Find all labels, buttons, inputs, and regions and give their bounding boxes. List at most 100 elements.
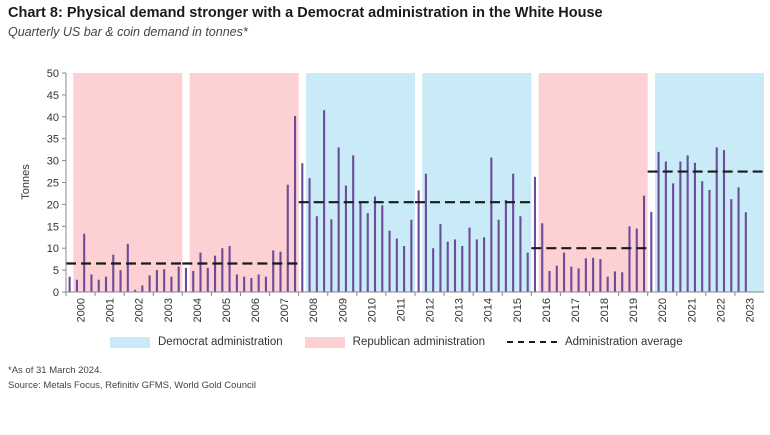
bar-q51 (439, 224, 442, 292)
bar-q5 (104, 276, 108, 292)
bar-q1 (75, 279, 78, 292)
legend-item-democrat: Democrat administration (110, 336, 283, 348)
bar-q17 (192, 270, 195, 292)
bar-q43 (381, 205, 384, 292)
republican-swatch (304, 336, 345, 348)
bar-q10 (141, 285, 144, 292)
bar-q28 (272, 250, 275, 292)
bar-q6 (112, 254, 115, 292)
bar-q82 (664, 161, 667, 292)
bar-q13 (163, 269, 166, 292)
legend-item-average: Administration average (506, 336, 683, 348)
x-tick-label-2023: 2023 (744, 298, 756, 322)
legend-label-republican: Republican administration (352, 336, 485, 348)
bar-chart: 0 5 10 15 20 25 30 35 40 45 50 2000 2001 2002 2003 2004… (20, 68, 764, 322)
bar-q87 (701, 181, 704, 292)
bar-q46 (403, 246, 406, 292)
bar-q66 (548, 270, 551, 292)
bar-q48 (417, 190, 420, 292)
bar-q56 (475, 239, 478, 292)
y-tick-label-10: 10 (47, 243, 59, 255)
bar-q84 (679, 161, 682, 292)
bar-q90 (722, 150, 726, 292)
bar-q70 (577, 268, 580, 292)
bar-q18 (199, 252, 202, 292)
bar-q42 (373, 196, 377, 292)
y-tick-label-25: 25 (47, 178, 59, 190)
bar-q62 (519, 216, 522, 292)
bar-q65 (541, 223, 544, 292)
x-tick-label-2017: 2017 (570, 298, 582, 322)
bar-q33 (308, 178, 311, 292)
bar-q20 (214, 255, 217, 292)
source-note: Source: Metals Focus, Refinitiv GFMS, Wo… (8, 380, 256, 391)
average-line-swatch (506, 341, 557, 343)
y-axis-label: Tonnes (20, 164, 32, 200)
bar-q88 (708, 189, 711, 292)
bar-q76 (621, 272, 624, 292)
bar-q7 (119, 270, 122, 292)
bar-q47 (410, 219, 413, 292)
y-tick-label-20: 20 (47, 199, 59, 211)
x-tick-label-2008: 2008 (308, 298, 320, 322)
bar-q9 (134, 289, 137, 292)
x-tick-label-2019: 2019 (628, 298, 640, 322)
x-tick-label-2014: 2014 (483, 298, 495, 322)
x-tick-label-2021: 2021 (686, 298, 698, 322)
bar-q29 (279, 251, 282, 292)
bar-q86 (693, 162, 696, 292)
x-tick-label-2004: 2004 (192, 298, 204, 322)
bar-q11 (148, 275, 151, 292)
x-tick-label-2007: 2007 (279, 298, 291, 322)
bar-q0 (68, 276, 71, 292)
bar-q52 (446, 241, 449, 292)
bar-q53 (453, 239, 457, 292)
legend-item-republican: Republican administration (304, 336, 485, 348)
y-tick-label-15: 15 (47, 221, 59, 233)
bar-q78 (635, 228, 638, 292)
bar-q54 (461, 246, 464, 292)
bar-q19 (206, 267, 209, 292)
bar-q83 (672, 183, 675, 292)
y-tick-label-0: 0 (53, 287, 59, 299)
bar-q27 (264, 276, 267, 292)
y-tick-label-45: 45 (47, 90, 59, 102)
bar-q44 (388, 230, 391, 292)
bar-q57 (483, 237, 486, 292)
bar-q92 (737, 187, 740, 292)
x-tick-label-2000: 2000 (76, 298, 88, 322)
y-tick-label-40: 40 (47, 112, 59, 124)
bar-q49 (424, 173, 427, 292)
y-tick-label-30: 30 (47, 156, 59, 168)
x-tick-label-2009: 2009 (337, 298, 349, 322)
bar-q34 (315, 216, 318, 292)
bar-q68 (563, 252, 566, 292)
bar-q21 (221, 248, 224, 292)
bar-q39 (352, 155, 355, 292)
x-tick-label-2006: 2006 (250, 298, 262, 322)
bar-q89 (715, 147, 718, 292)
x-tick-label-2015: 2015 (512, 298, 524, 322)
bar-q3 (90, 274, 93, 292)
bar-q72 (592, 257, 595, 292)
bar-q32 (301, 163, 304, 292)
republican-band-1 (189, 73, 299, 292)
bar-q38 (344, 185, 347, 292)
bar-q77 (628, 226, 631, 292)
bar-q85 (686, 155, 689, 292)
bar-q55 (468, 227, 471, 292)
bar-q58 (490, 157, 493, 292)
bar-q60 (504, 200, 507, 292)
bar-q8 (126, 243, 129, 292)
bar-q63 (526, 252, 529, 292)
x-tick-label-2018: 2018 (599, 298, 611, 322)
bar-q36 (330, 219, 333, 292)
bar-q45 (395, 238, 398, 292)
bar-q73 (599, 259, 602, 292)
bar-q35 (323, 110, 326, 292)
bar-q64 (533, 176, 537, 292)
bar-q23 (235, 274, 238, 292)
chart-subtitle: Quarterly US bar & coin demand in tonnes… (8, 25, 248, 39)
x-tick-label-2012: 2012 (425, 298, 437, 322)
x-tick-label-2020: 2020 (657, 298, 669, 322)
